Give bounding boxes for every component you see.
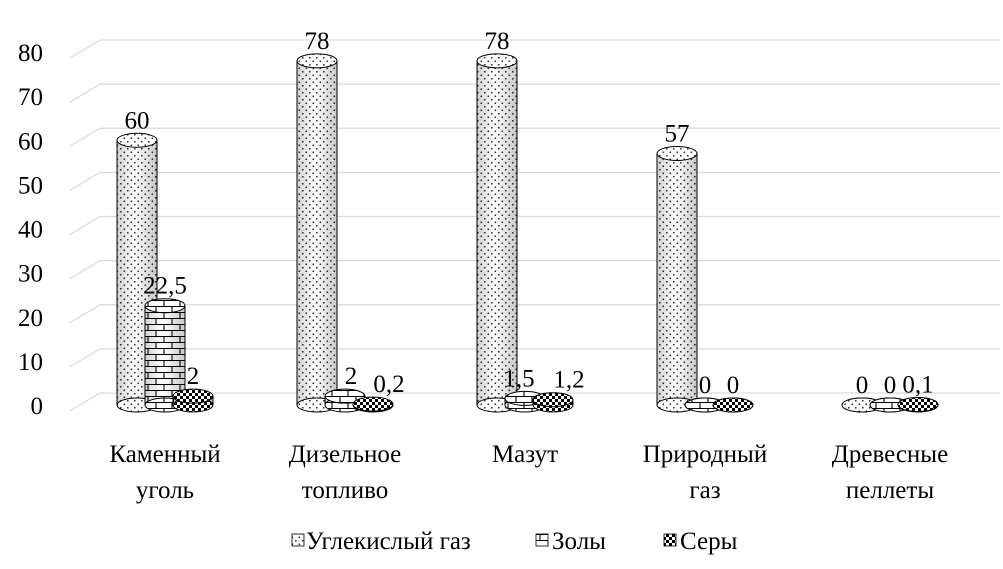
- category-label-line: топливо: [302, 477, 388, 504]
- bar-top: [712, 397, 754, 413]
- gridline-30: [69, 260, 101, 280]
- legend-label-bricks: Золы: [552, 528, 606, 555]
- legend-marker-dots: [291, 533, 305, 547]
- category-label-0: Каменный уголь: [109, 441, 220, 504]
- bars: [116, 53, 939, 413]
- bar-checker-1: [352, 396, 394, 413]
- gridline-50: [69, 171, 101, 191]
- category-label-line: Каменный: [109, 441, 220, 468]
- bar-dots-3: [656, 145, 698, 413]
- gridline-20: [69, 304, 101, 324]
- y-tick-label-30: 30: [18, 261, 43, 288]
- data-label-checker-0: 2: [187, 363, 200, 390]
- data-label-dots-2: 78: [485, 28, 510, 55]
- bar-top: [324, 388, 366, 404]
- category-label-line: Мазут: [492, 441, 558, 468]
- bar-top: [116, 132, 158, 148]
- y-tick-label-20: 20: [18, 305, 43, 332]
- legend-marker-bricks: [535, 533, 549, 547]
- y-tick-label-50: 50: [18, 172, 43, 199]
- data-label-bricks-3: 0: [699, 372, 712, 399]
- y-tick-label-40: 40: [18, 217, 43, 244]
- category-label-4: Древесные пеллеты: [832, 441, 948, 504]
- bar-checker-4: [897, 397, 939, 413]
- category-label-line: Дизельное: [289, 441, 402, 468]
- bar-top: [532, 392, 574, 408]
- y-tick-label-80: 80: [18, 40, 43, 67]
- gridline-0: [69, 392, 101, 412]
- data-label-bricks-2: 1,5: [503, 365, 534, 392]
- category-label-3: Природный газ: [643, 441, 768, 504]
- data-label-checker-2: 1,2: [553, 367, 584, 394]
- legend-label-checker: Серы: [680, 528, 738, 555]
- gridline-80: [69, 39, 101, 59]
- y-tick-label-10: 10: [18, 349, 43, 376]
- bar-top: [296, 53, 338, 69]
- y-tick-label-0: 0: [31, 393, 44, 420]
- data-label-checker-1: 0,2: [373, 371, 404, 398]
- bar-top: [144, 298, 186, 314]
- data-label-bricks-4: 0: [884, 372, 897, 399]
- gridline-40: [69, 215, 101, 236]
- gridline-60: [69, 127, 101, 147]
- gridline-70: [69, 83, 101, 103]
- legend-marker-checker: [663, 533, 677, 547]
- bar-top: [476, 53, 518, 69]
- data-label-dots-3: 57: [665, 120, 690, 147]
- bar-bricks-1: [324, 388, 366, 413]
- bar-shade: [477, 60, 517, 405]
- x-axis: Каменный уголь Дизельное топливо Мазут Природ…: [109, 441, 948, 504]
- y-axis: 0 10 20 30 40 50 60 70 80: [18, 40, 43, 420]
- category-label-line: уголь: [136, 477, 194, 504]
- data-label-checker-3: 0: [727, 372, 740, 399]
- bar-top: [897, 397, 939, 413]
- category-label-line: газ: [689, 477, 720, 504]
- legend-label-dots: Углекислый газ: [306, 528, 471, 555]
- bar-dots-2: [476, 53, 518, 413]
- bar-checker-2: [532, 392, 574, 413]
- category-label-line: Природный: [643, 441, 768, 468]
- y-tick-label-60: 60: [18, 128, 43, 155]
- bar-dots-1: [296, 53, 338, 413]
- category-label-1: Дизельное топливо: [289, 441, 402, 504]
- y-tick-label-70: 70: [18, 84, 43, 111]
- bar-shade: [297, 60, 337, 405]
- bar-top: [172, 388, 214, 404]
- bar-shade: [657, 153, 697, 405]
- legend: Углекислый газ Золы Серы: [291, 528, 738, 555]
- gridlines: [69, 39, 1000, 412]
- data-label-dots-1: 78: [305, 28, 330, 55]
- data-label-dots-0: 60: [125, 107, 150, 134]
- bar-checker-0: [172, 388, 214, 413]
- data-label-dots-4: 0: [856, 372, 869, 399]
- category-label-line: пеллеты: [846, 477, 934, 504]
- category-label-line: Древесные: [832, 441, 948, 468]
- gridline-10: [69, 348, 101, 368]
- bar-bricks-0: [144, 298, 186, 413]
- data-label-bricks-0: 22,5: [143, 273, 187, 300]
- bar-shade: [145, 305, 185, 405]
- bar-top: [352, 396, 394, 412]
- data-label-checker-4: 0,1: [902, 372, 933, 399]
- data-label-bricks-1: 2: [345, 363, 358, 390]
- bar-top: [656, 145, 698, 161]
- bar-checker-3: [712, 397, 754, 413]
- category-label-2: Мазут: [492, 441, 558, 468]
